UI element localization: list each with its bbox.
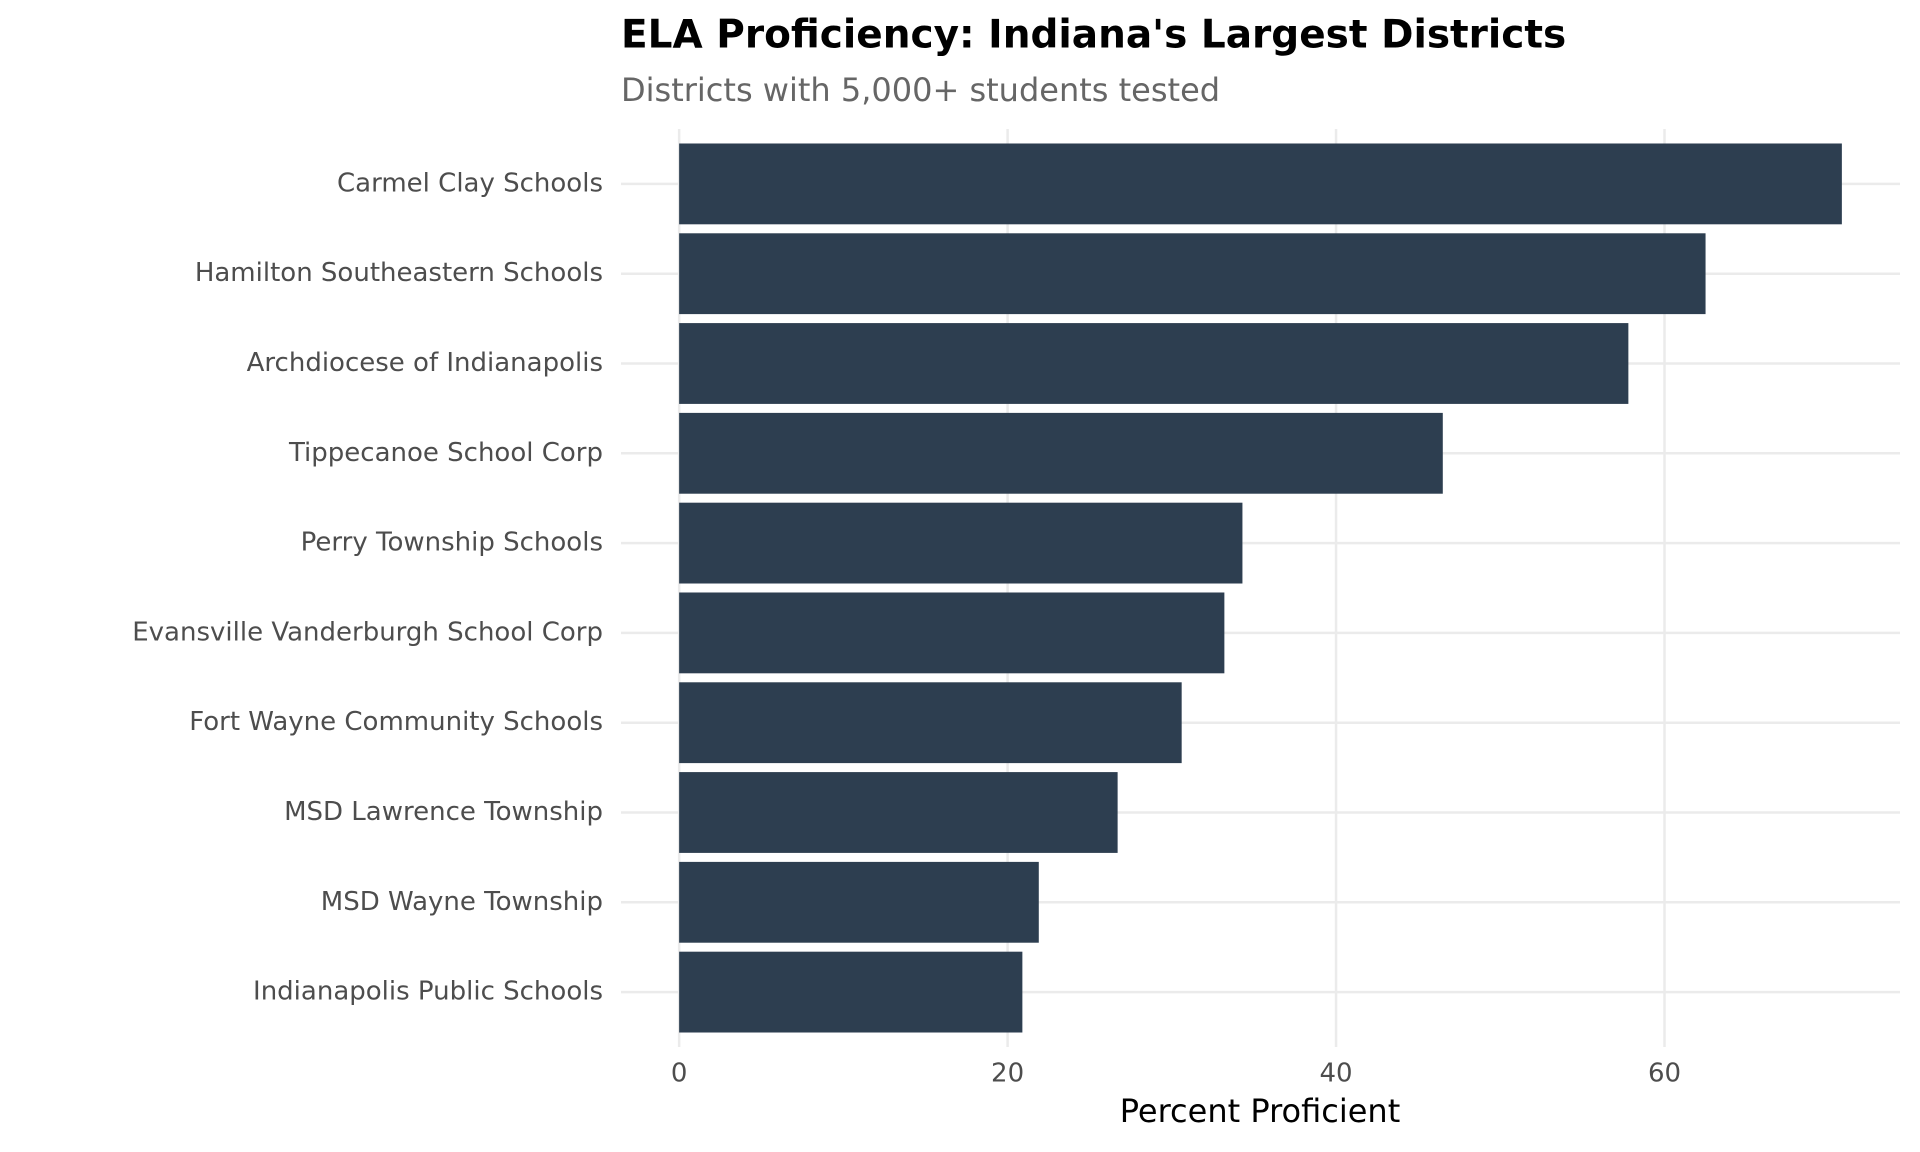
y-tick-label: Carmel Clay Schools [337,168,603,198]
y-tick-label: Indianapolis Public Schools [253,977,603,1007]
bar [679,502,1243,584]
bar [679,592,1225,674]
x-axis-title: Percent Proficient [1120,1092,1401,1130]
chart-title: ELA Proficiency: Indiana's Largest Distr… [621,13,1566,58]
y-tick-label: MSD Lawrence Township [284,797,603,827]
bar [679,682,1182,764]
bar [679,861,1039,943]
x-tick-label: 40 [1319,1059,1352,1089]
bar [679,143,1842,225]
x-tick-label: 60 [1648,1059,1681,1089]
bar [679,951,1023,1033]
y-tick-label: Hamilton Southeastern Schools [195,258,603,288]
bar [679,233,1706,315]
y-tick-label: Evansville Vanderburgh School Corp [132,617,603,647]
x-tick-label: 20 [991,1059,1024,1089]
y-tick-label: MSD Wayne Township [321,887,603,917]
y-tick-label: Archdiocese of Indianapolis [247,348,603,378]
bar [679,772,1118,853]
bar [679,323,1629,404]
bar [679,412,1443,494]
chart-subtitle: Districts with 5,000+ students tested [621,71,1220,109]
y-tick-label: Perry Township Schools [301,528,603,558]
y-tick-label: Fort Wayne Community Schools [189,707,603,737]
x-tick-label: 0 [671,1059,688,1089]
y-tick-label: Tippecanoe School Corp [288,438,603,468]
